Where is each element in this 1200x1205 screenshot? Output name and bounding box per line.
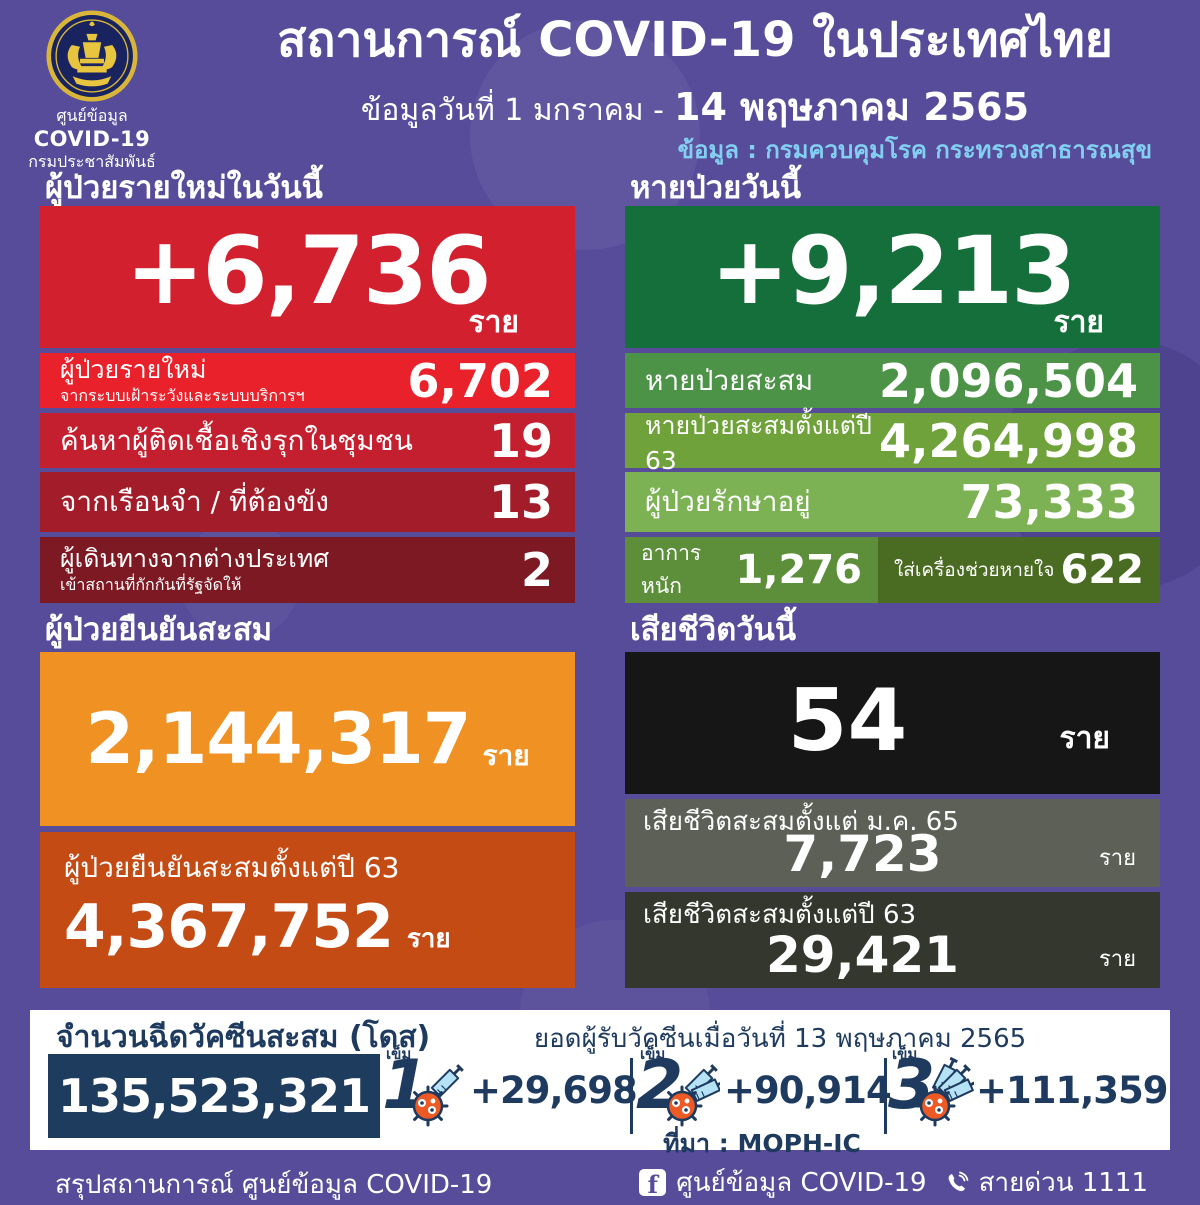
vaccine-cumulative-label: จำนวนฉีดวัคซีนสะสม (โดส) [56, 1020, 431, 1055]
recovered-unit: ราย [1053, 305, 1104, 340]
row-value: 2 [520, 543, 553, 597]
date-range-bold: 14 พฤษภาคม 2565 [674, 85, 1030, 129]
deaths-total-box: 54 ราย [625, 652, 1160, 794]
row-unit: ราย [1098, 846, 1136, 871]
row-label: ผู้เดินทางจากต่างประเทศ [60, 544, 330, 574]
new-cases-row-abroad: ผู้เดินทางจากต่างประเทศ เข้าสถานที่กักกั… [40, 537, 575, 603]
row-value: 4,367,752 [64, 892, 394, 962]
needle-label: เข็ม [640, 1045, 666, 1063]
cumulative-total-box: 2,144,317 ราย [40, 652, 575, 826]
footer-summary: สรุปสถานการณ์ ศูนย์ข้อมูล COVID-19 [55, 1170, 493, 1200]
row-value: 622 [1060, 547, 1145, 593]
row-label: ผู้ป่วยยืนยันสะสมตั้งแต่ปี 63 [64, 851, 400, 884]
dose2-group: เข็ม 2 +90,914 [636, 1042, 892, 1138]
row-label: ผู้ป่วยรักษาอยู่ [645, 485, 811, 518]
recovered-row-cumulative: หายป่วยสะสม 2,096,504 [625, 353, 1160, 408]
deaths-since63-box: เสียชีวิตสะสมตั้งแต่ปี 63 29,421 ราย [625, 892, 1160, 988]
row-label: ผู้ป่วยรายใหม่ [60, 354, 207, 384]
row-label: อาการหนัก [641, 541, 702, 598]
date-range-prefix: ข้อมูลวันที่ 1 มกราคม - [360, 93, 664, 128]
row-value: 7,723 [783, 825, 942, 883]
recovered-total: +9,213 [710, 217, 1076, 326]
date-range: ข้อมูลวันที่ 1 มกราคม - 14 พฤษภาคม 2565 [215, 76, 1175, 137]
row-label: จากเรือนจำ / ที่ต้องขัง [60, 485, 329, 518]
row-value: 2,096,504 [879, 353, 1138, 408]
row-sublabel: เข้าสถานที่กักกันที่รัฐจัดให้ [60, 575, 242, 595]
cumulative-total: 2,144,317 [85, 698, 471, 780]
severe-cases-box: อาการหนัก 1,276 [625, 537, 878, 603]
deaths-section-title: เสียชีวิตวันนี้ [630, 612, 797, 648]
cumulative-section-title: ผู้ป่วยยืนยันสะสม [45, 612, 273, 648]
facebook-f: f [647, 1170, 658, 1199]
recovered-row-since63: หายป่วยสะสมตั้งแต่ปี 63 4,264,998 [625, 411, 1160, 475]
row-label: ใส่เครื่องช่วยหายใจ [894, 559, 1055, 581]
row-value: 1,276 [735, 547, 862, 593]
vaccine-total: 135,523,321 [57, 1069, 371, 1123]
row-value: 13 [488, 475, 553, 529]
hotline-label: สายด่วน 1111 [978, 1168, 1148, 1198]
new-cases-total-box: +6,736 ราย [40, 206, 575, 348]
recovered-row-in-treatment: ผู้ป่วยรักษาอยู่ 73,333 [625, 472, 1160, 532]
syringe-virus-icon [407, 1063, 465, 1127]
logo-line2: COVID-19 [33, 127, 151, 151]
syringe-virus-icon [661, 1063, 720, 1127]
footer-contacts: f ศูนย์ข้อมูล COVID-19 สายด่วน 1111 [639, 1162, 1148, 1203]
row-unit: ราย [406, 924, 451, 954]
dose3-group: เข็ม 3 +111,359 [888, 1042, 1169, 1138]
government-emblem-icon [46, 10, 138, 102]
needle-label: เข็ม [892, 1045, 918, 1063]
recovered-total-box: +9,213 ราย [625, 206, 1160, 348]
divider [884, 1058, 887, 1134]
ventilator-cases-box: ใส่เครื่องช่วยหายใจ 622 [878, 537, 1160, 603]
vaccine-panel: จำนวนฉีดวัคซีนสะสม (โดส) 135,523,321 ยอด… [30, 1010, 1170, 1158]
new-cases-row-prison: จากเรือนจำ / ที่ต้องขัง 13 [40, 472, 575, 532]
logo-line3: กรมประชาสัมพันธ์ [28, 152, 156, 172]
new-cases-total: +6,736 [125, 217, 491, 326]
row-value: 73,333 [960, 475, 1138, 529]
row-value: 19 [488, 413, 553, 468]
dose-value: +90,914 [724, 1068, 892, 1112]
phone-icon [948, 1171, 968, 1191]
row-value: 29,421 [766, 926, 959, 984]
logo-line1: ศูนย์ข้อมูล [56, 106, 128, 125]
new-cases-section-title: ผู้ป่วยรายใหม่ในวันนี้ [45, 170, 323, 206]
new-cases-row-proactive: ค้นหาผู้ติดเชื้อเชิงรุกในชุมชน 19 [40, 413, 575, 468]
vaccine-source: ที่มา : MOPH-IC [663, 1129, 861, 1158]
needle-label: เข็ม [386, 1045, 412, 1063]
divider [630, 1058, 633, 1134]
recovered-section-title: หายป่วยวันนี้ [630, 170, 802, 206]
row-unit: ราย [1098, 947, 1136, 972]
page-title: สถานการณ์ COVID-19 ในประเทศไทย [277, 12, 1113, 68]
cumulative-since63-box: ผู้ป่วยยืนยันสะสมตั้งแต่ปี 63 4,367,752 … [40, 832, 575, 988]
dose1-group: เข็ม 1 +29,698 [382, 1042, 638, 1138]
dose-value: +29,698 [470, 1068, 638, 1112]
new-cases-unit: ราย [468, 305, 519, 340]
deaths-since-jan65-box: เสียชีวิตสะสมตั้งแต่ ม.ค. 65 7,723 ราย [625, 799, 1160, 887]
deaths-total: 54 [787, 671, 908, 771]
row-label: เสียชีวิตสะสมตั้งแต่ ม.ค. 65 [643, 807, 959, 837]
vaccine-total-box: 135,523,321 [48, 1054, 380, 1138]
data-source: ข้อมูล : กรมควบคุมโรค กระทรวงสาธารณสุข [677, 136, 1152, 164]
row-value: 4,264,998 [879, 413, 1138, 468]
dose-value: +111,359 [976, 1068, 1169, 1112]
vaccine-daily-title: ยอดผู้รับวัคซีนเมื่อวันที่ 13 พฤษภาคม 25… [533, 1024, 1027, 1054]
new-cases-row-surveillance: ผู้ป่วยรายใหม่ จากระบบเฝ้าระวังและระบบบร… [40, 353, 575, 408]
row-label: เสียชีวิตสะสมตั้งแต่ปี 63 [643, 900, 917, 930]
deaths-unit: ราย [1059, 721, 1110, 756]
row-sublabel: จากระบบเฝ้าระวังและระบบบริการฯ [60, 385, 305, 405]
syringe-virus-icon [914, 1054, 974, 1127]
facebook-label: ศูนย์ข้อมูล COVID-19 [676, 1168, 927, 1198]
agency-logo: ศูนย์ข้อมูล COVID-19 กรมประชาสัมพันธ์ [8, 10, 176, 172]
facebook-icon: f [639, 1169, 667, 1199]
row-label: หายป่วยสะสมตั้งแต่ปี 63 [645, 411, 872, 475]
row-label: ค้นหาผู้ติดเชื้อเชิงรุกในชุมชน [60, 423, 413, 457]
row-label: หายป่วยสะสม [645, 363, 814, 397]
cumulative-unit: ราย [482, 739, 530, 772]
row-value: 6,702 [407, 353, 553, 408]
